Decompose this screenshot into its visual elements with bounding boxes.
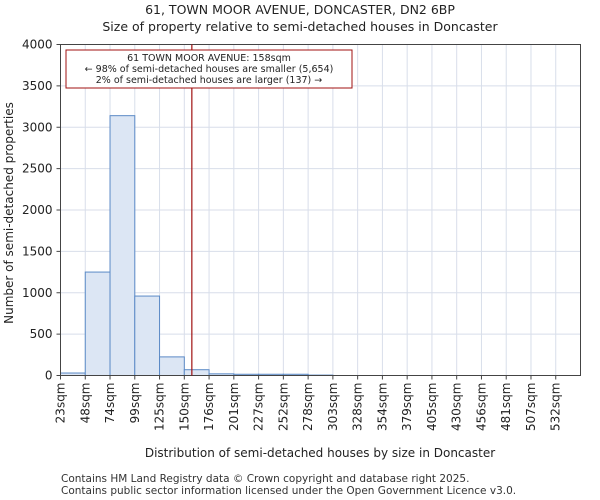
x-tick-label: 176sqm: [202, 383, 216, 431]
x-tick-label: 328sqm: [351, 383, 365, 431]
x-axis-label: Distribution of semi-detached houses by …: [145, 446, 495, 460]
bars: [60, 115, 334, 377]
y-tick-label: 1500: [22, 244, 53, 258]
x-tick-label: 201sqm: [227, 383, 241, 431]
annotation-line-2: ← 98% of semi-detached houses are smalle…: [85, 64, 334, 75]
y-tick-label: 500: [30, 327, 53, 341]
annotation-line-3: 2% of semi-detached houses are larger (1…: [96, 75, 323, 86]
x-tick-label: 481sqm: [499, 383, 513, 431]
histogram-bar: [183, 369, 210, 376]
y-tick-label: 2000: [22, 203, 53, 217]
y-tick-label: 1000: [22, 286, 53, 300]
histogram-bar: [109, 115, 136, 376]
annotation-line-1: 61 TOWN MOOR AVENUE: 158sqm: [127, 53, 291, 64]
x-tick-label: 303sqm: [326, 383, 340, 431]
y-tick-label: 3000: [22, 120, 53, 134]
annotation-box: [65, 49, 353, 89]
x-tick-label: 507sqm: [524, 383, 538, 431]
x-tick-label: 430sqm: [450, 383, 464, 431]
y-tick-label: 0: [45, 369, 53, 383]
x-tick-label: 125sqm: [153, 383, 167, 431]
histogram-bar: [84, 271, 111, 376]
histogram-bar: [134, 295, 161, 376]
x-tick-label: 99sqm: [128, 383, 142, 424]
y-axis-label: Number of semi-detached properties: [2, 102, 16, 324]
x-tick-label: 74sqm: [103, 383, 117, 424]
y-tick-label: 3500: [22, 79, 53, 93]
x-tick-label: 227sqm: [252, 383, 266, 431]
footer-credit-1: Contains HM Land Registry data © Crown c…: [61, 473, 470, 485]
x-tick-label: 379sqm: [400, 383, 414, 431]
x-tick-label: 48sqm: [78, 383, 92, 424]
x-tick-label: 23sqm: [54, 383, 68, 424]
x-tick-label: 278sqm: [301, 383, 315, 431]
chart-title: 61, TOWN MOOR AVENUE, DONCASTER, DN2 6BP: [145, 2, 455, 17]
y-tick-label: 4000: [22, 38, 53, 52]
x-tick-label: 405sqm: [425, 383, 439, 431]
y-tick-label: 2500: [22, 162, 53, 176]
y-axis: 0 500 1000 1500 2000 2500 3000 3500 4000: [22, 38, 61, 383]
chart-subtitle: Size of property relative to semi-detach…: [102, 19, 498, 34]
x-tick-label: 150sqm: [177, 383, 191, 431]
x-axis: 23sqm 48sqm 74sqm 99sqm 125sqm 150sqm 176sqm 20…: [54, 375, 563, 431]
footer-credit-2: Contains public sector information licen…: [61, 485, 517, 497]
histogram-bar: [159, 356, 185, 377]
x-tick-label: 252sqm: [276, 383, 290, 431]
x-tick-label: 354sqm: [375, 383, 389, 431]
x-tick-label: 456sqm: [474, 383, 488, 431]
x-tick-label: 532sqm: [549, 383, 563, 431]
